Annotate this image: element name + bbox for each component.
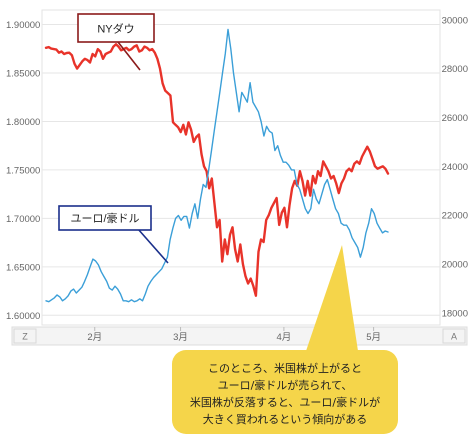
x-tick-label: 2月 <box>87 332 102 343</box>
right-tick-label: 22000 <box>442 211 468 222</box>
x-axis-left-button-label: Z <box>22 332 28 342</box>
note-callout-box <box>172 350 398 434</box>
eur-aud-callout: ユーロ/豪ドル <box>58 205 169 264</box>
x-tick-label: 3月 <box>173 332 188 343</box>
right-tick-label: 20000 <box>442 259 468 270</box>
ny-dow-callout: NYダウ <box>77 13 155 71</box>
right-tick-label: 18000 <box>442 308 468 319</box>
series-line-eur-aud <box>45 28 389 303</box>
left-tick-label: 1.65000 <box>6 262 40 273</box>
right-tick-label: 28000 <box>442 64 468 75</box>
x-axis-right-button-label: A <box>451 332 457 342</box>
note-callout: このところ、米国株が上がると ユーロ/豪ドルが売られて、 米国株が反落すると、ユ… <box>172 245 398 434</box>
note-line-3: 米国株が反落すると、ユーロ/豪ドルが <box>190 395 380 409</box>
eur-aud-callout-label: ユーロ/豪ドル <box>70 211 139 225</box>
left-tick-label: 1.85000 <box>6 69 40 80</box>
ny-dow-callout-box <box>77 13 155 43</box>
grid-lines <box>42 24 440 316</box>
left-axis-ticks: 1.60000 1.65000 1.70000 1.75000 1.80000 1.850… <box>6 20 40 322</box>
eur-aud-callout-pointer <box>137 228 169 264</box>
ny-dow-callout-pointer <box>117 41 141 71</box>
left-tick-label: 1.80000 <box>6 117 40 128</box>
x-axis-ticks: 2月 3月 4月 5月 <box>87 327 381 343</box>
left-tick-label: 1.90000 <box>6 20 40 31</box>
note-line-1: このところ、米国株が上がると <box>208 361 362 375</box>
note-line-2: ユーロ/豪ドルが売られて、 <box>218 378 353 392</box>
note-callout-pointer <box>306 245 358 351</box>
note-line-4: 大きく買われるという傾向がある <box>203 412 367 426</box>
right-tick-label: 30000 <box>442 15 468 26</box>
ny-dow-callout-label: NYダウ <box>97 22 134 36</box>
right-tick-label: 24000 <box>442 162 468 173</box>
x-tick-label: 4月 <box>277 332 292 343</box>
x-axis-left-button[interactable]: Z <box>13 328 37 344</box>
left-tick-label: 1.75000 <box>6 165 40 176</box>
plot-area <box>41 9 441 326</box>
x-axis-right-button[interactable]: A <box>442 328 466 344</box>
right-axis-ticks: 18000 20000 22000 24000 26000 28000 30000 <box>442 15 468 319</box>
left-tick-label: 1.70000 <box>6 214 40 225</box>
x-tick-label: 5月 <box>366 332 381 343</box>
x-axis-bar <box>11 326 468 346</box>
right-tick-label: 26000 <box>442 113 468 124</box>
left-tick-label: 1.60000 <box>6 311 40 322</box>
eur-aud-callout-box <box>58 205 152 231</box>
series-line-ny-dow <box>44 43 390 297</box>
